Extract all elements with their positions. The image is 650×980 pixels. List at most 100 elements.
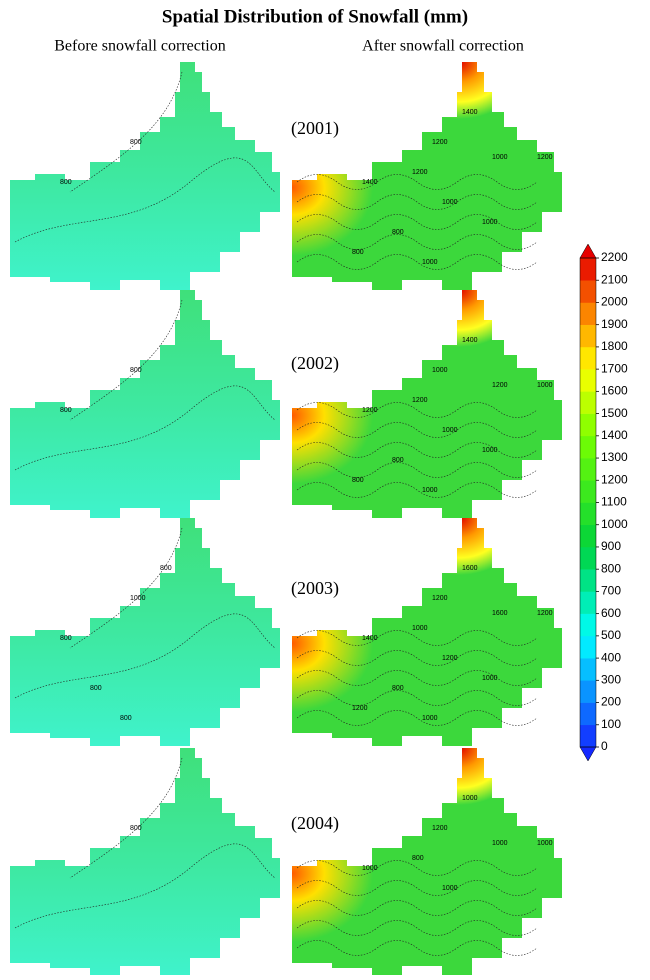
colorbar-segment [580, 346, 596, 370]
contour-label: 1400 [462, 109, 478, 116]
contour-label: 1200 [537, 610, 553, 617]
contour-label: 800 [412, 855, 424, 862]
contour-label: 800 [130, 139, 142, 146]
contour-label: 800 [60, 407, 72, 414]
colorbar-tick-label: 700 [601, 584, 621, 598]
colorbar-segment [580, 635, 596, 659]
contour-label: 800 [160, 565, 172, 572]
colorbar-tick-label: 400 [601, 650, 621, 664]
contour-line [296, 670, 538, 686]
colorbar-segment [580, 591, 596, 614]
year-label: (2002) [291, 353, 339, 374]
colorbar-segment [580, 524, 596, 548]
contour-label: 800 [120, 715, 132, 722]
map-after-peak [292, 748, 562, 976]
colorbar-tick-label: 0 [601, 739, 608, 753]
contour-line [296, 462, 538, 478]
year-label: (2004) [291, 813, 339, 834]
colorbar-segment [580, 280, 596, 303]
contour-line [69, 527, 183, 649]
contour-label: 1000 [482, 219, 498, 226]
colorbar-tick-label: 1900 [601, 317, 628, 331]
year-label: (2001) [291, 118, 339, 139]
colorbar-segment [580, 391, 596, 414]
contour-label: 1200 [537, 154, 553, 161]
contour-label: 1200 [412, 397, 428, 404]
contour-line [296, 650, 538, 666]
colorbar-tick-label: 800 [601, 561, 621, 575]
contour-label: 1400 [362, 179, 378, 186]
contour-label: 1200 [492, 382, 508, 389]
colorbar-segment [580, 702, 596, 726]
contour-label: 800 [392, 685, 404, 692]
contour-label: 1000 [442, 885, 458, 892]
colorbar-tick-label: 200 [601, 695, 621, 709]
figure-title: Spatial Distribution of Snowfall (mm) [162, 6, 468, 27]
contour-line [14, 843, 276, 929]
contour-line [14, 157, 276, 243]
contour-line [296, 860, 538, 876]
contour-label: 1000 [537, 840, 553, 847]
contour-label: 1000 [442, 199, 458, 206]
colorbar-frame [579, 257, 597, 748]
contour-label: 1200 [432, 595, 448, 602]
contour-label: 1600 [492, 610, 508, 617]
colorbar-segment [580, 413, 596, 437]
contour-line [296, 234, 538, 250]
colorbar-tick-label: 2000 [601, 295, 628, 309]
contour-label: 1000 [422, 715, 438, 722]
column-header: Before snowfall correction [54, 38, 225, 55]
map-before [10, 518, 280, 746]
colorbar-tick-label: 900 [601, 539, 621, 553]
contour-line [296, 174, 538, 190]
contour-line [14, 613, 276, 699]
contour-line [296, 402, 538, 418]
colorbar-tick-label: 1800 [601, 339, 628, 353]
contour-label: 1400 [362, 635, 378, 642]
colorbar-segment [580, 658, 596, 681]
colorbar-segment [580, 546, 596, 570]
contour-label: 1200 [362, 407, 378, 414]
colorbar-segment [580, 458, 596, 481]
contour-label: 800 [392, 457, 404, 464]
contour-line [296, 194, 538, 210]
contour-line [296, 880, 538, 896]
contour-label: 1000 [130, 595, 146, 602]
contour-label: 1200 [412, 169, 428, 176]
contour-label: 800 [60, 635, 72, 642]
contour-label: 800 [352, 477, 364, 484]
contour-line [14, 385, 276, 471]
contour-line [296, 900, 538, 916]
contour-label: 1200 [432, 825, 448, 832]
contour-label: 1000 [422, 259, 438, 266]
contour-line [69, 757, 183, 879]
colorbar-tick-label: 2100 [601, 272, 628, 286]
contour-line [296, 482, 538, 498]
colorbar-tick-label: 2200 [601, 250, 628, 264]
contour-label: 1000 [432, 367, 448, 374]
contour-line [69, 71, 183, 193]
map-before [10, 62, 280, 290]
colorbar-segment [580, 569, 596, 592]
contour-line [296, 710, 538, 726]
map-after-peak [292, 290, 562, 518]
contour-line [296, 690, 538, 706]
contour-line [296, 920, 538, 936]
contour-label: 1200 [432, 139, 448, 146]
contour-label: 800 [392, 229, 404, 236]
colorbar-segment [580, 302, 596, 325]
contour-label: 1000 [537, 382, 553, 389]
contour-label: 1000 [492, 154, 508, 161]
colorbar-arrow-bottom [579, 746, 597, 762]
column-header: After snowfall correction [362, 38, 524, 55]
contour-line [296, 630, 538, 646]
colorbar-tick-label: 1000 [601, 517, 628, 531]
contour-label: 1000 [482, 675, 498, 682]
contour-label: 1000 [492, 840, 508, 847]
contour-label: 800 [352, 249, 364, 256]
colorbar-segment [580, 369, 596, 392]
colorbar-segment [580, 680, 596, 703]
contour-label: 1000 [482, 447, 498, 454]
contour-line [69, 299, 183, 421]
